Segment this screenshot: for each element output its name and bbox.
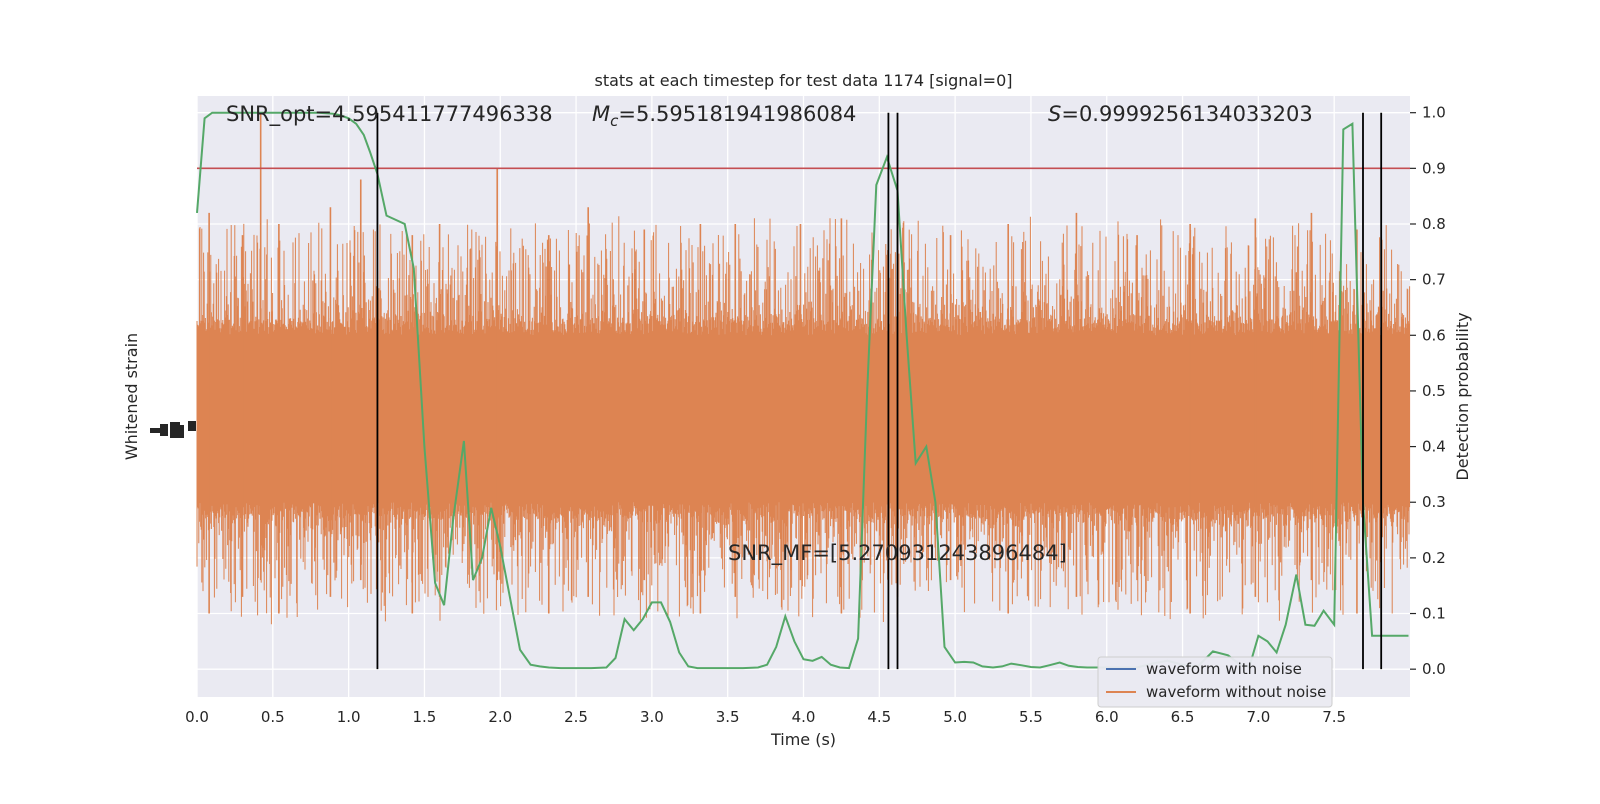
- x-tick-label: 1.5: [413, 708, 437, 726]
- left-axis-tick-clutter: [150, 421, 196, 438]
- snr-mf-annotation: SNR_MF=[5.270931243896484]: [728, 541, 1067, 566]
- chirp-mass-value: =5.595181941986084: [618, 102, 856, 126]
- right-tick-label: 0.9: [1422, 159, 1446, 177]
- s-value: =0.9999256134033203: [1061, 102, 1312, 126]
- left-tick-mark: [150, 428, 164, 433]
- detection-probability-series: [196, 111, 1410, 670]
- x-tick-label: 6.0: [1095, 708, 1119, 726]
- x-tick-label: 5.5: [1019, 708, 1043, 726]
- snr-opt-annotation: SNR_opt=4.595411777496338: [226, 102, 553, 127]
- x-tick-label: 4.0: [792, 708, 816, 726]
- left-axis-label: Whitened strain: [122, 333, 141, 460]
- x-tick-label: 3.5: [716, 708, 740, 726]
- x-axis-label: Time (s): [770, 730, 836, 749]
- x-tick-label: 7.0: [1246, 708, 1270, 726]
- x-tick-label: 3.0: [640, 708, 664, 726]
- x-tick-label: 2.0: [488, 708, 512, 726]
- s-symbol: S: [1048, 102, 1061, 126]
- right-tick-label: 0.5: [1422, 382, 1446, 400]
- right-tick-label: 1.0: [1422, 104, 1446, 122]
- chirp-mass-subscript: c: [610, 112, 619, 130]
- left-tick-mark: [188, 421, 196, 431]
- left-tick-mark: [170, 422, 180, 438]
- right-tick-label: 0.8: [1422, 215, 1446, 233]
- probability-line: [196, 111, 1409, 670]
- legend: waveform with noise waveform without noi…: [1097, 656, 1333, 708]
- s-annotation: S=0.9999256134033203: [1048, 102, 1313, 126]
- chirp-mass-annotation: Mc=5.595181941986084: [592, 102, 856, 130]
- x-tick-label: 4.5: [867, 708, 891, 726]
- x-axis-ticks: 0.0 0.5 1.0 1.5 2.0 2.5 3.0 3.5 4.0 4.5 5.0 5.5 6.0 6…: [185, 708, 1346, 726]
- x-tick-label: 6.5: [1171, 708, 1195, 726]
- chart-title: stats at each timestep for test data 117…: [594, 71, 1012, 90]
- right-tick-label: 0.2: [1422, 549, 1446, 567]
- legend-label-with-noise: waveform with noise: [1146, 660, 1302, 678]
- x-tick-label: 2.5: [564, 708, 588, 726]
- x-tick-label: 0.0: [185, 708, 209, 726]
- trigger-lines: [376, 112, 1383, 670]
- right-tick-label: 0.4: [1422, 438, 1446, 456]
- x-tick-label: 1.0: [337, 708, 361, 726]
- legend-label-without-noise: waveform without noise: [1146, 683, 1326, 701]
- chirp-mass-symbol: M: [592, 102, 610, 126]
- right-axis-label: Detection probability: [1453, 312, 1472, 480]
- legend-box: [1097, 656, 1333, 708]
- x-tick-label: 0.5: [261, 708, 285, 726]
- right-tick-label: 0.6: [1422, 326, 1446, 344]
- right-axis-ticks: 0.0 0.1 0.2 0.3 0.4 0.5 0.6 0.7 0.8 0.9 1.0: [1410, 104, 1446, 678]
- right-tick-label: 0.7: [1422, 271, 1446, 289]
- whitened-strain-series: [196, 112, 1411, 625]
- x-tick-label: 7.5: [1322, 708, 1346, 726]
- right-tick-label: 0.1: [1422, 605, 1446, 623]
- right-tick-label: 0.3: [1422, 493, 1446, 511]
- left-tick-mark: [160, 424, 168, 436]
- right-tick-label: 0.0: [1422, 660, 1446, 678]
- left-tick-mark: [176, 425, 184, 438]
- x-tick-label: 5.0: [943, 708, 967, 726]
